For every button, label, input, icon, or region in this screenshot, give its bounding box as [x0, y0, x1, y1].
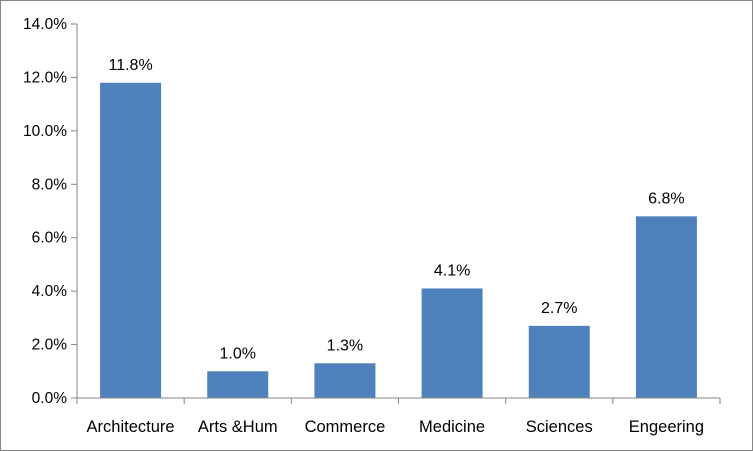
data-labels: 11.8% 1.0% 1.3% 4.1% 2.7% 6.8% — [108, 57, 684, 363]
y-tick-label: 6.0% — [32, 230, 68, 247]
y-tick-label: 2.0% — [32, 337, 68, 354]
bar-value-label: 6.8% — [648, 190, 684, 207]
bars — [100, 82, 697, 399]
y-tick-label: 12.0% — [23, 69, 67, 86]
bar — [207, 371, 269, 398]
x-category-label: Architecture — [87, 418, 175, 436]
y-axis-ticks: 0.0% 2.0% 4.0% 6.0% 8.0% 10.0% 12.0% 14.0% — [23, 16, 721, 407]
x-axis-labels: Architecture Arts &Hum Commerce Medicine Sci… — [87, 418, 704, 436]
y-tick-label: 10.0% — [23, 123, 67, 140]
bar-value-label: 2.7% — [541, 300, 577, 317]
x-category-label: Medicine — [419, 418, 485, 436]
y-tick-label: 8.0% — [32, 176, 68, 193]
bar — [100, 82, 162, 399]
y-tick-label: 4.0% — [32, 283, 68, 300]
x-category-label: Engeering — [629, 418, 704, 436]
x-category-label: Sciences — [526, 418, 593, 436]
bar — [314, 363, 376, 398]
y-tick-label: 0.0% — [32, 390, 68, 407]
bar — [635, 216, 697, 398]
bar-value-label: 11.8% — [108, 57, 152, 74]
bar-value-label: 4.1% — [434, 262, 470, 279]
bar-value-label: 1.0% — [220, 345, 256, 362]
y-tick-label: 14.0% — [23, 16, 67, 33]
bar — [421, 288, 483, 398]
x-category-label: Commerce — [305, 418, 386, 436]
bar-value-label: 1.3% — [327, 337, 363, 354]
x-category-label: Arts &Hum — [198, 418, 278, 436]
bar — [528, 325, 590, 398]
